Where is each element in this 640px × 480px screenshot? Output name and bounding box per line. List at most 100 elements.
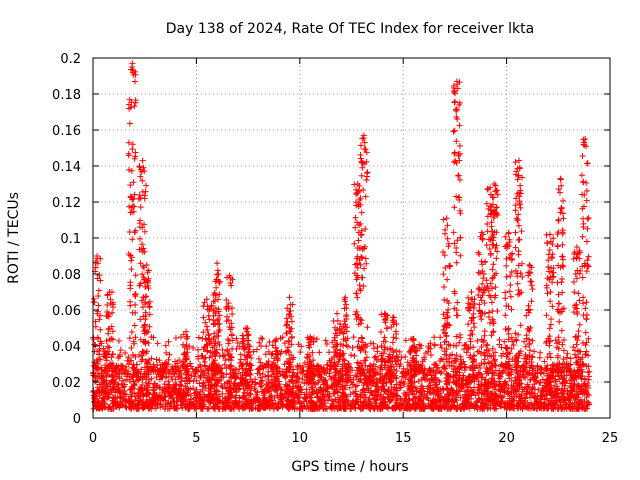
data-point bbox=[247, 400, 254, 407]
data-point bbox=[162, 385, 169, 392]
data-point bbox=[418, 383, 425, 390]
data-point bbox=[312, 404, 319, 411]
data-point bbox=[251, 385, 258, 392]
data-point bbox=[359, 405, 366, 412]
data-point bbox=[193, 368, 200, 375]
data-point bbox=[434, 364, 441, 371]
data-point bbox=[396, 348, 403, 355]
data-point bbox=[107, 404, 114, 411]
data-point bbox=[390, 403, 397, 410]
data-point bbox=[135, 393, 142, 400]
data-point bbox=[319, 401, 326, 408]
data-point bbox=[540, 405, 547, 412]
data-point bbox=[515, 381, 522, 388]
data-point bbox=[221, 361, 228, 368]
data-point bbox=[243, 398, 250, 405]
data-point bbox=[255, 405, 262, 412]
data-point bbox=[190, 385, 197, 392]
data-point bbox=[575, 367, 582, 374]
data-point bbox=[227, 370, 234, 377]
data-point bbox=[260, 405, 267, 412]
data-point bbox=[122, 403, 129, 410]
data-point bbox=[160, 397, 167, 404]
data-point bbox=[123, 398, 130, 405]
data-point bbox=[343, 399, 350, 406]
data-point bbox=[170, 387, 177, 394]
data-point bbox=[261, 404, 268, 411]
data-point bbox=[326, 392, 333, 399]
data-point bbox=[548, 399, 555, 406]
data-point bbox=[436, 378, 443, 385]
data-point bbox=[308, 399, 315, 406]
data-point bbox=[466, 401, 473, 408]
data-point bbox=[252, 388, 259, 395]
data-point bbox=[266, 388, 273, 395]
data-point bbox=[585, 392, 592, 399]
data-point bbox=[221, 380, 228, 387]
data-point bbox=[396, 380, 403, 387]
data-point bbox=[300, 367, 307, 374]
data-point bbox=[268, 392, 275, 399]
data-point bbox=[131, 381, 138, 388]
data-point bbox=[139, 348, 146, 355]
data-point bbox=[519, 386, 526, 393]
data-point bbox=[265, 376, 272, 383]
data-point bbox=[193, 386, 200, 393]
data-point bbox=[165, 381, 172, 388]
data-point bbox=[314, 362, 321, 369]
data-point bbox=[225, 378, 232, 385]
data-point bbox=[523, 390, 530, 397]
data-point bbox=[353, 393, 360, 400]
data-point bbox=[123, 363, 130, 370]
data-point bbox=[115, 382, 122, 389]
data-point bbox=[434, 392, 441, 399]
data-point bbox=[296, 394, 303, 401]
data-point bbox=[371, 372, 378, 379]
data-points bbox=[90, 60, 593, 412]
data-point bbox=[128, 393, 135, 400]
data-point bbox=[283, 382, 290, 389]
data-point bbox=[100, 374, 107, 381]
data-point bbox=[150, 361, 157, 368]
data-point bbox=[435, 386, 442, 393]
data-point bbox=[432, 396, 439, 403]
data-point bbox=[98, 370, 105, 377]
data-point bbox=[143, 360, 150, 367]
data-point bbox=[297, 387, 304, 394]
data-point bbox=[554, 390, 561, 397]
data-point bbox=[581, 397, 588, 404]
data-point bbox=[285, 405, 292, 412]
data-point bbox=[290, 403, 297, 410]
data-point bbox=[102, 385, 109, 392]
data-point bbox=[150, 384, 157, 391]
data-point bbox=[529, 372, 536, 379]
data-point bbox=[508, 366, 515, 373]
data-point bbox=[440, 397, 447, 404]
data-point bbox=[369, 390, 376, 397]
data-point bbox=[435, 405, 442, 412]
data-point bbox=[362, 362, 369, 369]
data-point bbox=[367, 362, 374, 369]
data-point bbox=[363, 354, 370, 361]
data-point bbox=[365, 396, 372, 403]
data-point bbox=[135, 401, 142, 408]
data-point bbox=[449, 397, 456, 404]
data-point bbox=[449, 386, 456, 393]
data-point bbox=[364, 381, 371, 388]
data-point bbox=[360, 399, 367, 406]
data-point bbox=[263, 397, 270, 404]
data-point bbox=[218, 370, 225, 377]
data-point bbox=[512, 388, 519, 395]
data-point bbox=[552, 378, 559, 385]
data-point bbox=[578, 396, 585, 403]
data-point bbox=[564, 387, 571, 394]
data-point bbox=[508, 403, 515, 410]
data-point bbox=[361, 398, 368, 405]
data-point bbox=[477, 365, 484, 372]
data-point bbox=[402, 404, 409, 411]
data-point bbox=[196, 361, 203, 368]
data-point bbox=[397, 382, 404, 389]
data-point bbox=[491, 405, 498, 412]
data-point bbox=[190, 344, 197, 351]
data-point bbox=[170, 403, 177, 410]
